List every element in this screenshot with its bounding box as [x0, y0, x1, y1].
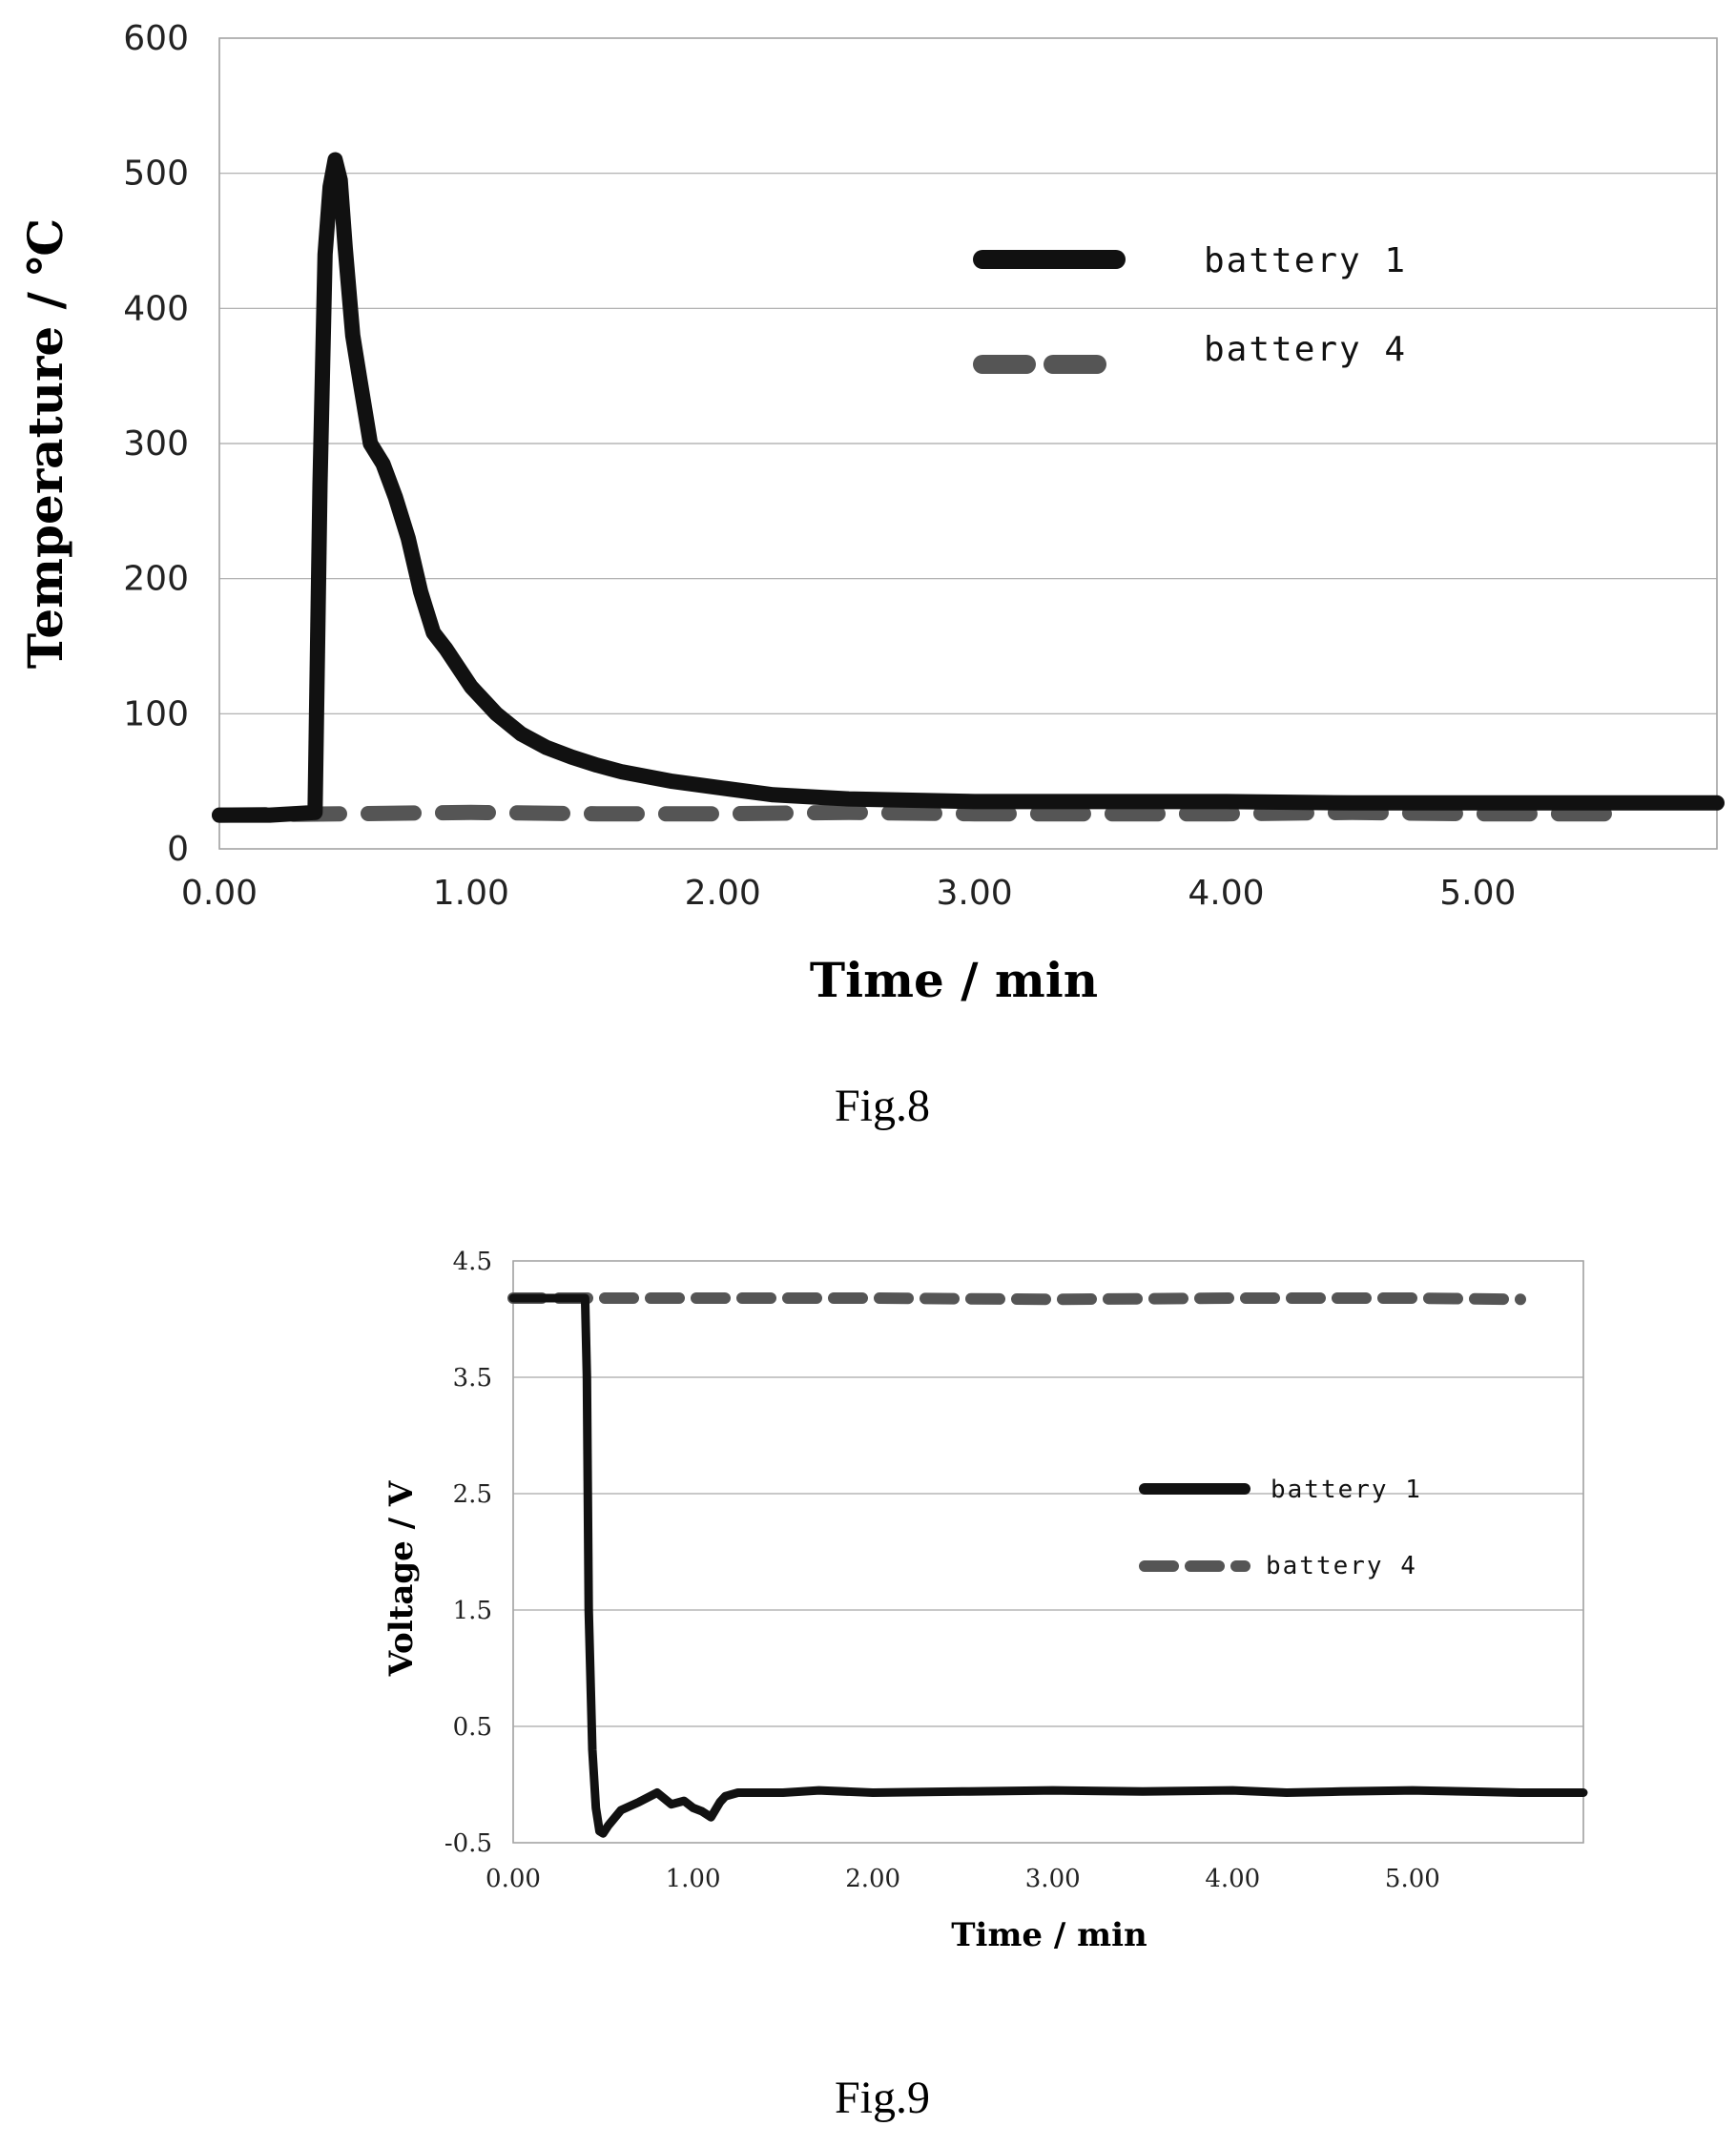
fig9-x-tick-label: 1.00: [666, 1865, 721, 1893]
fig9-series-line-battery-4: [507, 1292, 1526, 1306]
fig9-y-tick-label: 2.5: [453, 1480, 492, 1509]
fig8-chart: 0 100 200 300 400 500 600 0.00 1.00 2.00 3.00 4.00…: [17, 19, 1725, 1131]
fig8-x-tick-label: 4.00: [1188, 874, 1264, 913]
fig9-x-tick-labels: 0.00 1.00 2.00 3.00 4.00 5.00: [486, 1865, 1440, 1893]
fig9-x-axis-label: Time / min: [951, 1916, 1147, 1954]
fig8-y-tick-label: 300: [123, 424, 189, 464]
fig8-y-tick-labels: 0 100 200 300 400 500 600: [123, 19, 189, 869]
fig8-x-tick-label: 5.00: [1439, 874, 1516, 913]
fig8-gridlines: [219, 37, 1717, 850]
fig9-y-tick-label: 0.5: [453, 1713, 492, 1742]
fig8-y-tick-label: 200: [123, 560, 189, 599]
fig8-y-tick-label: 600: [123, 19, 189, 58]
fig9-x-tick-label: 0.00: [486, 1865, 541, 1893]
fig9-x-tick-label: 3.00: [1025, 1865, 1081, 1893]
fig9-y-tick-label: 4.5: [453, 1248, 492, 1276]
fig8-caption: Fig.8: [835, 1081, 930, 1131]
fig8-x-tick-label: 2.00: [685, 874, 761, 913]
fig8-y-tick-label: 400: [123, 289, 189, 328]
fig9-y-tick-labels: -0.5 0.5 1.5 2.5 3.5 4.5: [444, 1248, 492, 1858]
fig9-x-tick-label: 4.00: [1205, 1865, 1260, 1893]
fig9-y-tick-label: -0.5: [444, 1829, 492, 1858]
fig8-series-line-battery-4: [212, 804, 1637, 823]
fig8-y-axis-label: Temperature / ℃: [17, 218, 73, 669]
fig9-legend-label-battery-4: battery 4: [1266, 1552, 1417, 1580]
fig8-x-tick-labels: 0.00 1.00 2.00 3.00 4.00 5.00: [181, 874, 1516, 913]
fig8-legend-label-battery-4: battery 4: [1204, 330, 1407, 369]
fig9-legend-label-battery-1: battery 1: [1271, 1476, 1422, 1504]
fig9-series-line-battery-1: [508, 1293, 1588, 1838]
fig8-y-tick-label: 500: [123, 155, 189, 194]
fig9-gridlines: [513, 1260, 1583, 1844]
fig9-series-group: [507, 1292, 1588, 1838]
fig8-legend-label-battery-1: battery 1: [1204, 241, 1407, 280]
fig8-x-axis-label: Time / min: [810, 952, 1098, 1008]
fig8-x-tick-label: 3.00: [937, 874, 1013, 913]
fig8-legend: battery 1 battery 4: [973, 241, 1407, 374]
fig8-y-tick-label: 100: [123, 694, 189, 733]
fig8-y-tick-label: 0: [167, 830, 189, 869]
fig9-x-tick-label: 2.00: [845, 1865, 900, 1893]
fig9-caption: Fig.9: [835, 2073, 930, 2123]
fig9-y-axis-label: Voltage / V: [382, 1480, 421, 1677]
fig8-x-tick-label: 1.00: [433, 874, 509, 913]
fig9-y-tick-label: 3.5: [453, 1364, 492, 1393]
fig9-legend: battery 1 battery 4: [1139, 1476, 1422, 1580]
fig9-chart: -0.5 0.5 1.5 2.5 3.5 4.5 0.00 1.00 2.00 3.00 4.00…: [382, 1248, 1588, 2123]
fig9-y-tick-label: 1.5: [453, 1597, 492, 1625]
fig8-series-line-battery-1: [212, 152, 1725, 823]
fig8-x-tick-label: 0.00: [181, 874, 258, 913]
fig9-plot-area: [512, 1260, 1584, 1844]
fig8-series-group: [212, 152, 1725, 823]
fig9-x-tick-label: 5.00: [1385, 1865, 1440, 1893]
